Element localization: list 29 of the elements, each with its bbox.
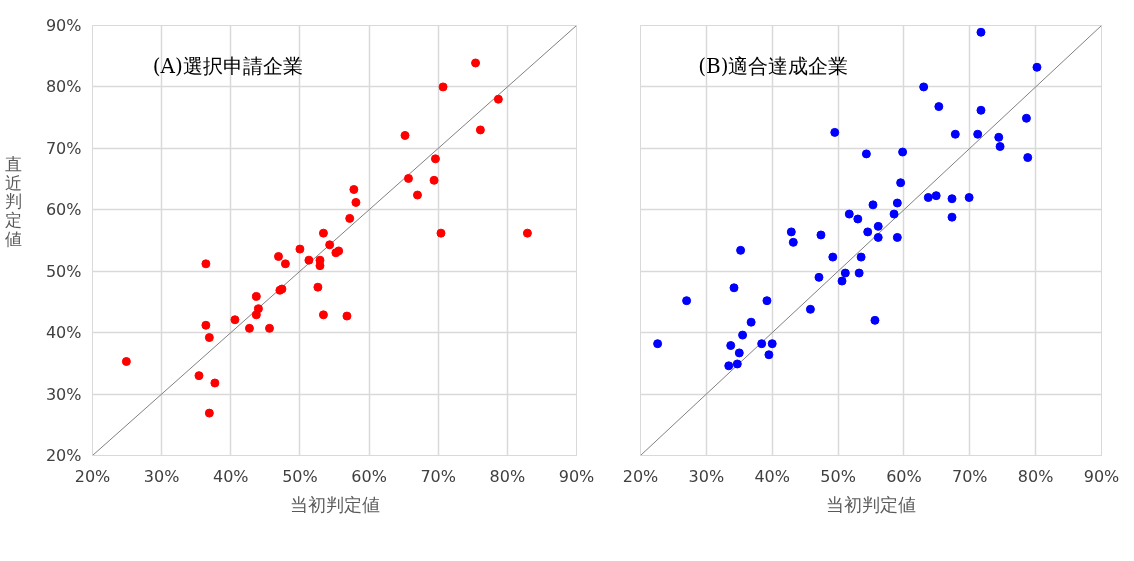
y-tick-label: 70%: [45, 138, 82, 158]
x-tick-label: 60%: [886, 466, 922, 486]
x-tick-label: 50%: [282, 466, 318, 486]
text: (B)適合達成企業: [698, 53, 849, 78]
text: (A)選択申請企業: [152, 53, 303, 78]
y-tick-label: 20%: [45, 446, 82, 465]
x-tick-label: 70%: [420, 466, 456, 486]
x-tick-label: 20%: [622, 466, 659, 486]
x-tick-label: 20%: [74, 466, 111, 486]
x-tick-label: 90%: [1083, 466, 1120, 486]
y-axis-title: 直近判定値: [5, 154, 22, 249]
x-tick-label: 80%: [489, 466, 526, 486]
x-tick-label: 70%: [952, 466, 988, 486]
y-tick-label: 80%: [45, 77, 82, 97]
x-tick-label: 80%: [1017, 466, 1054, 486]
x-tick-label: 60%: [351, 466, 387, 486]
x-tick-label: 40%: [754, 466, 790, 486]
x-tick-label: 40%: [213, 466, 249, 486]
x-tick-label: 50%: [820, 466, 856, 486]
y-tick-label: 60%: [45, 200, 82, 220]
y-tick-label: 30%: [45, 384, 82, 404]
x-tick-label: 30%: [143, 466, 180, 486]
x-tick-label: 30%: [688, 466, 725, 486]
y-tick-label: 40%: [45, 323, 82, 343]
y-tick-label: 50%: [45, 261, 82, 281]
y-tick-label: 90%: [45, 16, 82, 35]
x-axis-title: 当初判定値: [826, 493, 916, 515]
x-tick-label: 90%: [558, 466, 595, 486]
x-axis-title: 当初判定値: [289, 493, 380, 515]
